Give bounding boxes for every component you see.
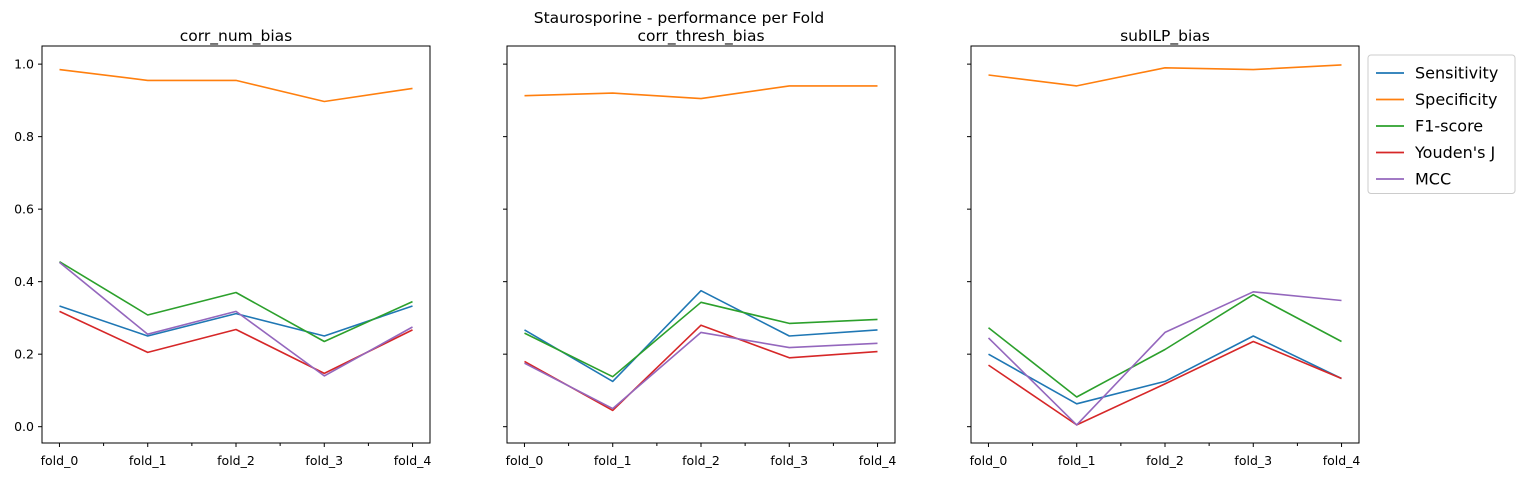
- plot-frame: [41, 45, 431, 444]
- panel-title: corr_num_bias: [180, 27, 292, 46]
- x-tick-label: fold_2: [682, 453, 720, 468]
- x-tick-label: fold_0: [970, 453, 1008, 468]
- series-line-f1-score: [59, 261, 413, 343]
- series-line-specificity: [988, 64, 1342, 87]
- series-line-mcc: [58, 261, 413, 377]
- series-line-sensitivity: [988, 335, 1342, 405]
- x-tick-label: fold_1: [1058, 453, 1096, 468]
- legend: Sensitivity Specificity F1-score Youden's J…: [1367, 54, 1516, 194]
- series-line-specificity: [524, 85, 878, 100]
- series-line-mcc: [524, 331, 878, 410]
- chart-panel-corr-thresh-bias: corr_thresh_bias fold_0 fold_1 fold_2 fold_3…: [503, 27, 896, 468]
- series-line-mcc: [987, 290, 1342, 426]
- series-line-f1-score: [988, 293, 1342, 398]
- series-line-specificity: [59, 68, 413, 103]
- x-tick-label: fold_4: [1323, 453, 1361, 468]
- chart-panels: corr_num_bias 0.0 0.2 0.4 0.6 0.8 1.0 fold_0 fol…: [14, 27, 1360, 468]
- y-tick-label: 1.0: [14, 57, 34, 72]
- y-tick-label: 0.0: [14, 419, 34, 434]
- y-tick-label: 0.2: [14, 347, 34, 362]
- chart-panel-corr-num-bias: corr_num_bias 0.0 0.2 0.4 0.6 0.8 1.0 fold_0 fol…: [14, 27, 431, 468]
- y-tick-label: 0.8: [14, 129, 34, 144]
- x-tick-label: fold_2: [1146, 453, 1184, 468]
- panel-title: corr_thresh_bias: [637, 27, 764, 46]
- y-tick-label: 0.6: [14, 202, 34, 217]
- series-line-sensitivity: [59, 305, 413, 337]
- panel-title: subILP_bias: [1120, 27, 1210, 46]
- x-tick-label: fold_3: [1234, 453, 1272, 468]
- figure-title: Staurosporine - performance per Fold: [534, 9, 825, 27]
- series-line-youden-s-j: [988, 340, 1342, 426]
- legend-label-f1-score: F1-score: [1415, 117, 1483, 136]
- x-tick-label: fold_0: [41, 453, 79, 468]
- legend-label-mcc: MCC: [1415, 170, 1451, 189]
- chart-panel-subilp-bias: subILP_bias fold_0 fold_1 fold_2 fold_3 fold_…: [967, 27, 1360, 468]
- x-tick-label: fold_1: [129, 453, 167, 468]
- x-tick-label: fold_0: [506, 453, 544, 468]
- x-tick-label: fold_3: [305, 453, 343, 468]
- series-line-youden-s-j: [524, 324, 878, 412]
- x-tick-label: fold_3: [770, 453, 808, 468]
- legend-label-youden-s-j: Youden's J: [1414, 143, 1495, 162]
- series-line-sensitivity: [524, 289, 878, 383]
- y-tick-label: 0.4: [14, 274, 34, 289]
- series-line-f1-score: [524, 301, 878, 378]
- legend-label-sensitivity: Sensitivity: [1415, 64, 1498, 83]
- x-tick-label: fold_4: [394, 453, 432, 468]
- x-tick-label: fold_1: [594, 453, 632, 468]
- x-tick-label: fold_2: [217, 453, 255, 468]
- series-line-youden-s-j: [59, 310, 413, 375]
- x-tick-label: fold_4: [859, 453, 897, 468]
- legend-label-specificity: Specificity: [1415, 90, 1497, 109]
- legend-box: [1367, 54, 1516, 194]
